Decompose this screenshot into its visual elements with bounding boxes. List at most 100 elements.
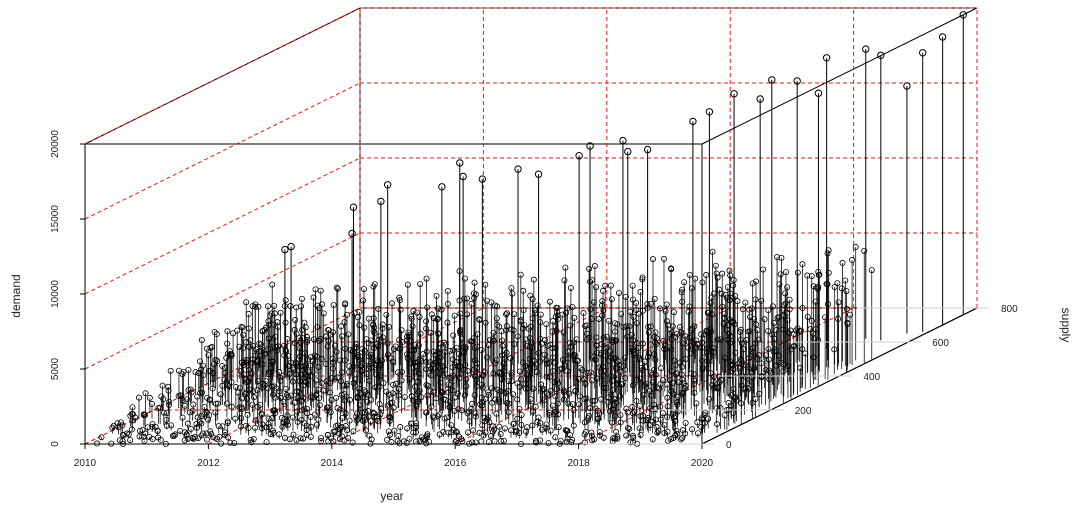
data-point (216, 433, 223, 440)
data-point (786, 306, 793, 313)
data-point (589, 277, 596, 284)
data-point (423, 348, 430, 355)
data-point (318, 356, 325, 363)
data-point (339, 414, 346, 421)
data-point (572, 352, 579, 359)
data-point (514, 415, 521, 422)
data-point (657, 416, 664, 423)
data-point (303, 431, 310, 438)
data-point (304, 410, 311, 417)
data-point (799, 346, 806, 353)
data-point (281, 303, 288, 310)
data-point (261, 382, 268, 389)
data-point (296, 388, 303, 395)
data-point (463, 383, 470, 390)
data-point (778, 254, 785, 261)
data-point (438, 388, 445, 395)
data-point (808, 317, 815, 324)
data-point (197, 358, 204, 365)
data-point (271, 302, 278, 309)
data-point (436, 411, 443, 418)
data-point (149, 436, 156, 443)
data-point (346, 417, 353, 424)
data-point (249, 359, 256, 366)
data-point (561, 362, 568, 369)
data-point (259, 411, 266, 418)
data-point (267, 312, 274, 319)
data-point (713, 270, 720, 277)
data-point (807, 326, 814, 333)
data-point (791, 343, 798, 350)
data-point (714, 274, 721, 281)
data-point (503, 311, 510, 318)
data-point (358, 391, 365, 398)
data-point (602, 282, 609, 289)
data-point (782, 290, 789, 297)
data-point (433, 395, 440, 402)
data-point (529, 296, 536, 303)
data-point (289, 378, 296, 385)
data-point (464, 368, 471, 375)
data-point (338, 369, 345, 376)
data-point (410, 429, 417, 436)
data-point (427, 388, 434, 395)
data-point (522, 363, 529, 370)
data-point (646, 387, 653, 394)
data-point (601, 384, 608, 391)
data-point (204, 394, 211, 401)
data-point-peak (624, 147, 632, 156)
data-point (320, 310, 327, 317)
data-point (650, 256, 657, 263)
data-point (142, 411, 149, 418)
data-point (815, 268, 822, 275)
data-point (797, 364, 804, 371)
data-point (753, 321, 760, 328)
data-point (365, 413, 372, 420)
data-point (324, 343, 331, 350)
data-point (438, 306, 445, 313)
data-point (135, 394, 142, 401)
data-point (518, 421, 525, 428)
data-point (567, 343, 574, 350)
data-point (598, 341, 605, 348)
data-point (334, 405, 341, 412)
data-point (404, 351, 411, 358)
data-point (537, 420, 544, 427)
data-point (823, 281, 830, 288)
data-point (454, 390, 461, 397)
data-point (624, 409, 631, 416)
data-point (252, 352, 259, 359)
data-point (273, 344, 280, 351)
data-point (362, 427, 369, 434)
data-point (407, 338, 414, 345)
data-point (575, 375, 582, 382)
data-point (509, 391, 516, 398)
data-point (297, 435, 304, 442)
data-point (784, 362, 791, 369)
data-point (435, 330, 442, 337)
data-point (264, 303, 271, 310)
data-point (356, 309, 363, 316)
data-point (456, 268, 463, 275)
data-point (508, 427, 515, 434)
data-point (599, 287, 606, 294)
data-point (636, 402, 643, 409)
data-point (760, 266, 767, 273)
data-point (716, 379, 723, 386)
data-point (755, 336, 762, 343)
data-point (361, 348, 368, 355)
data-point (593, 284, 600, 291)
data-point (351, 345, 358, 352)
data-point (742, 299, 749, 306)
data-point (496, 323, 503, 330)
data-point (513, 428, 520, 435)
data-point (514, 333, 521, 340)
data-point (653, 384, 660, 391)
data-point (376, 373, 383, 380)
data-point (307, 414, 314, 421)
data-point (781, 302, 788, 309)
data-point (552, 345, 559, 352)
data-point (627, 439, 634, 446)
data-point (435, 358, 442, 365)
data-point (587, 369, 594, 376)
